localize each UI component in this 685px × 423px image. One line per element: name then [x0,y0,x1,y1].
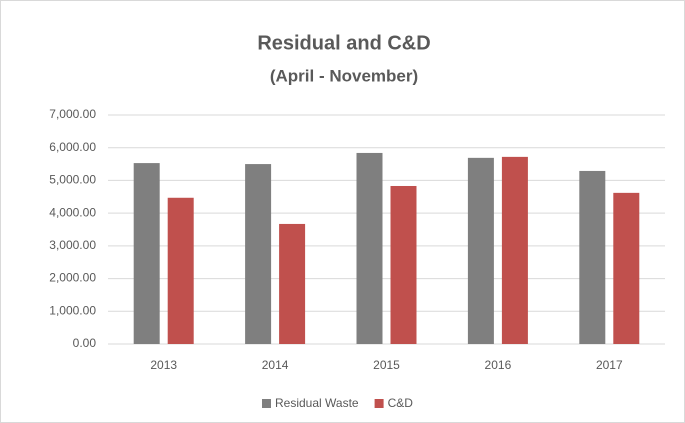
bar [613,192,640,344]
y-tick-label: 6,000.00 [49,140,96,154]
bar [390,185,417,344]
legend-label: Residual Waste [275,396,359,410]
bar [356,152,383,344]
bar [133,163,160,344]
bar [579,170,606,344]
x-tick-label: 2015 [373,358,400,372]
chart-title: Residual and C&D [257,32,430,54]
y-tick-label: 7,000.00 [49,107,96,121]
bar [167,197,194,344]
bar [245,164,272,344]
y-tick-label: 0.00 [73,336,97,350]
x-tick-label: 2014 [262,358,289,372]
y-tick-label: 1,000.00 [49,303,96,317]
x-tick-label: 2017 [596,358,623,372]
y-tick-label: 4,000.00 [49,205,96,219]
chart-subtitle: (April - November) [270,66,418,85]
bar [501,156,528,344]
x-tick-label: 2013 [150,358,177,372]
legend-label: C&D [388,396,414,410]
legend-swatch [262,399,271,408]
y-tick-label: 5,000.00 [49,173,96,187]
legend-swatch [374,399,384,408]
y-tick-label: 3,000.00 [49,238,96,252]
bar [279,223,306,344]
bar [467,157,494,344]
x-tick-label: 2016 [485,358,512,372]
y-tick-label: 2,000.00 [49,271,96,285]
